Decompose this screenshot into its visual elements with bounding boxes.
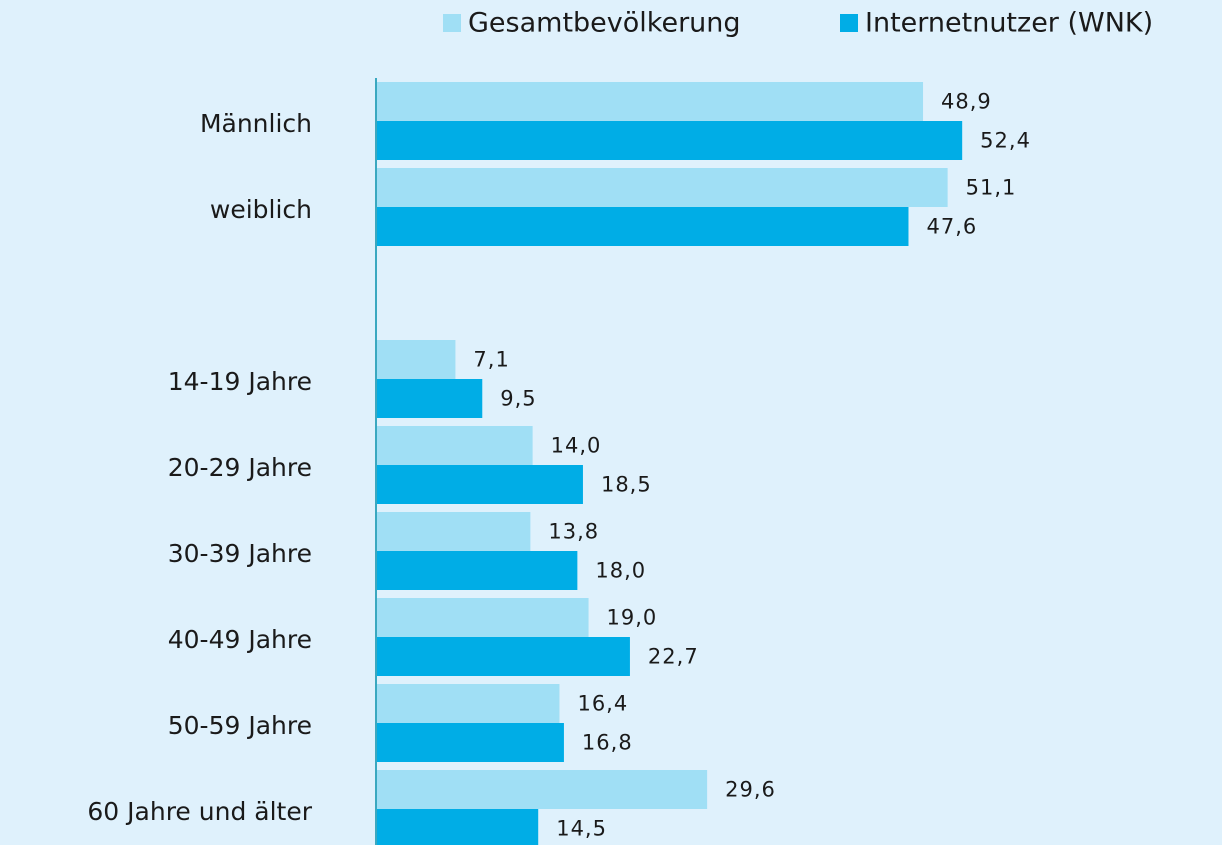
bar [376,426,533,465]
category-label: weiblich [210,195,312,224]
category-label: 14-19 Jahre [168,367,312,396]
bar [376,598,589,637]
legend-label: Internetnutzer (WNK) [865,8,1153,39]
category-label: 40-49 Jahre [168,625,312,654]
value-label: 29,6 [725,778,776,802]
value-label: 47,6 [926,215,977,239]
bar [376,207,909,246]
value-label: 16,4 [577,692,628,716]
bar [376,637,630,676]
bar [376,770,708,809]
value-label: 48,9 [941,90,992,114]
bar [376,684,560,723]
value-label: 9,5 [500,387,536,411]
value-label: 14,5 [556,817,607,841]
bar [376,465,583,504]
bar [376,121,963,160]
bar [376,809,539,845]
value-label: 18,5 [601,473,652,497]
legend-swatch [443,14,461,32]
value-label: 18,0 [595,559,646,583]
value-label: 22,7 [648,645,699,669]
bar [376,512,531,551]
category-label: 20-29 Jahre [168,453,312,482]
value-label: 16,8 [582,731,633,755]
category-label: 30-39 Jahre [168,539,312,568]
legend-swatch [840,14,858,32]
category-label: 60 Jahre und älter [87,797,312,826]
value-label: 51,1 [966,176,1017,200]
category-label: Männlich [200,109,312,138]
bar [376,168,948,207]
bar [376,340,456,379]
value-label: 52,4 [980,129,1031,153]
value-label: 19,0 [607,606,658,630]
category-label: 50-59 Jahre [168,711,312,740]
bar [376,82,924,121]
bar [376,379,483,418]
value-label: 13,8 [548,520,599,544]
legend-label: Gesamtbevölkerung [468,8,741,39]
value-label: 7,1 [473,348,509,372]
value-label: 14,0 [551,434,602,458]
bar [376,551,578,590]
bar [376,723,564,762]
